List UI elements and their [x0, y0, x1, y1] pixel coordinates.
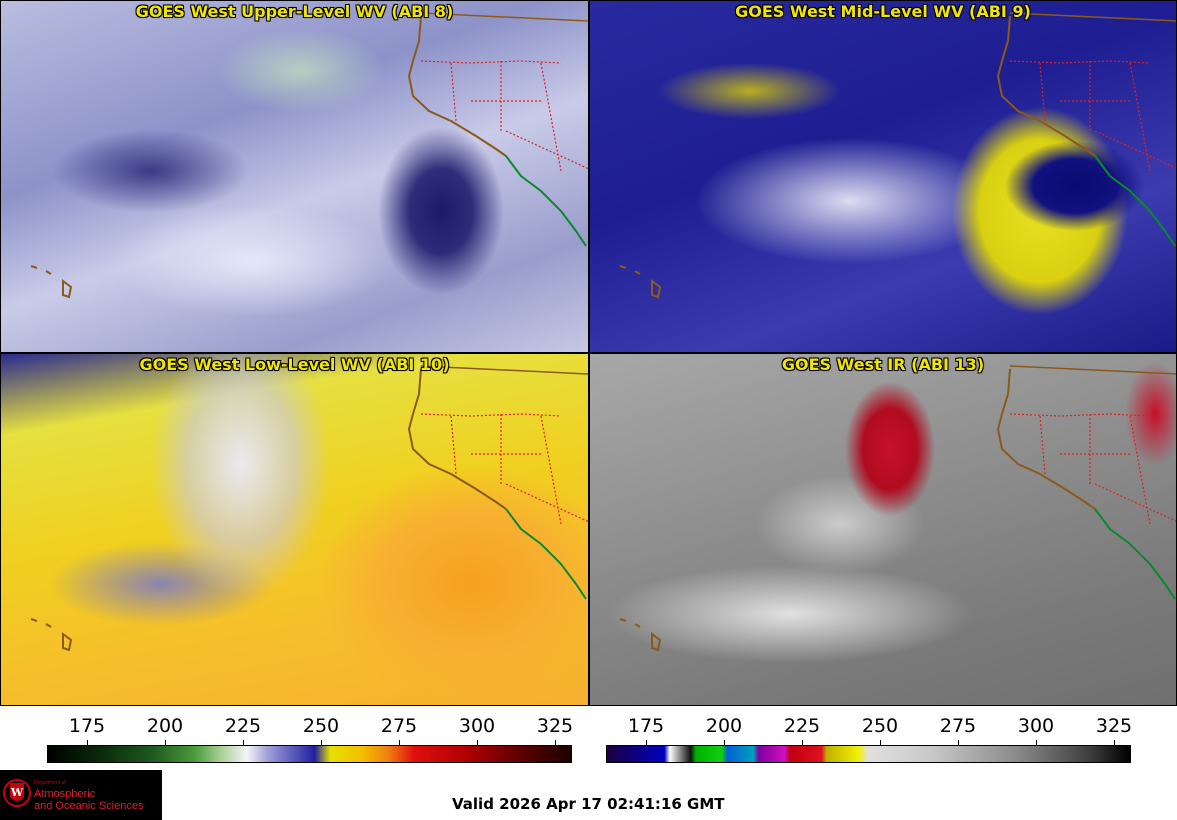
map-overlay-3: [30, 365, 588, 652]
ir-tick-label: 300: [1017, 715, 1055, 737]
wv-tick-label: 325: [536, 715, 574, 737]
ir-tick-mark: [1036, 740, 1037, 745]
panel-title: GOES West Low-Level WV (ABI 10): [139, 355, 450, 374]
panel-title: GOES West Mid-Level WV (ABI 9): [735, 2, 1031, 21]
wv-tick-label: 275: [380, 715, 418, 737]
university-crest-icon: W: [3, 779, 31, 807]
wv-tick-mark: [555, 740, 556, 745]
ir-tick-label: 275: [939, 715, 977, 737]
mid-level-wv-panel: GOES West Mid-Level WV (ABI 9): [589, 0, 1177, 353]
upper-level-wv-panel: GOES West Upper-Level WV (ABI 8): [0, 0, 589, 353]
ir-tick-label: 225: [783, 715, 821, 737]
logo-name-text: Atmospheric and Oceanic Sciences: [34, 788, 158, 812]
ir-tick-label: 325: [1095, 715, 1133, 737]
wv-tick-label: 200: [146, 715, 184, 737]
map-overlay-4: [619, 365, 1176, 652]
ir-tick-mark: [724, 740, 725, 745]
wv-tick-mark: [243, 740, 244, 745]
valid-time-label: Valid 2026 Apr 17 02:41:16 GMT: [452, 795, 725, 813]
ir-tick-mark: [880, 740, 881, 745]
ir-tick-label: 250: [861, 715, 899, 737]
wv-tick-mark: [321, 740, 322, 745]
wv-tick-mark: [87, 740, 88, 745]
map-overlay-1: [30, 12, 588, 299]
svg-text:W: W: [10, 786, 24, 799]
ir-tick-mark: [802, 740, 803, 745]
wv-tick-mark: [165, 740, 166, 745]
wv-tick-mark: [477, 740, 478, 745]
wv-tick-label: 225: [224, 715, 262, 737]
wv-colorbar: [47, 745, 572, 763]
logo-name-line2: and Oceanic Sciences: [34, 800, 144, 812]
wv-tick-label: 300: [458, 715, 496, 737]
ir-panel: GOES West IR (ABI 13): [589, 353, 1177, 706]
panel-title: GOES West IR (ABI 13): [781, 355, 985, 374]
logo-name-line1: Atmospheric: [34, 788, 96, 800]
ir-tick-mark: [958, 740, 959, 745]
aos-logo: W Department of Atmospheric and Oceanic …: [0, 770, 162, 820]
panel-title: GOES West Upper-Level WV (ABI 8): [135, 2, 454, 21]
wv-tick-label: 175: [68, 715, 106, 737]
low-level-wv-panel: GOES West Low-Level WV (ABI 10): [0, 353, 589, 706]
wv-tick-mark: [399, 740, 400, 745]
ir-tick-label: 175: [627, 715, 665, 737]
ir-tick-label: 200: [705, 715, 743, 737]
ir-colorbar: [606, 745, 1131, 763]
ir-colorbar-area: 175 200 225 250 275 300 325: [0, 706, 1177, 768]
wv-tick-label: 250: [302, 715, 340, 737]
ir-tick-mark: [1114, 740, 1115, 745]
ir-tick-mark: [646, 740, 647, 745]
map-overlay-2: [619, 12, 1176, 299]
wv-colorbar-area: 175 200 225 250 275 300 325: [0, 706, 589, 768]
logo-department-text: Department of: [34, 780, 66, 786]
